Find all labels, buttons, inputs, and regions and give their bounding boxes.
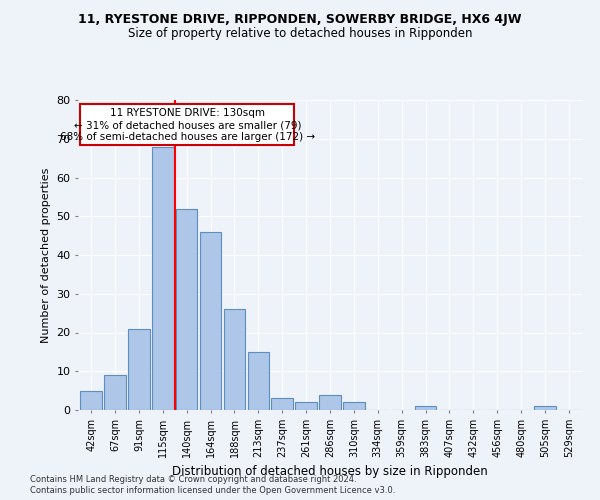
Bar <box>295 402 317 410</box>
Bar <box>248 352 269 410</box>
Text: ← 31% of detached houses are smaller (79): ← 31% of detached houses are smaller (79… <box>74 120 301 130</box>
Y-axis label: Number of detached properties: Number of detached properties <box>41 168 50 342</box>
Bar <box>128 328 149 410</box>
Bar <box>152 146 173 410</box>
Bar <box>176 208 197 410</box>
FancyBboxPatch shape <box>80 104 294 144</box>
Text: 11 RYESTONE DRIVE: 130sqm: 11 RYESTONE DRIVE: 130sqm <box>110 108 265 118</box>
Bar <box>343 402 365 410</box>
Text: Contains public sector information licensed under the Open Government Licence v3: Contains public sector information licen… <box>30 486 395 495</box>
Bar <box>224 309 245 410</box>
Bar <box>534 406 556 410</box>
Text: 11, RYESTONE DRIVE, RIPPONDEN, SOWERBY BRIDGE, HX6 4JW: 11, RYESTONE DRIVE, RIPPONDEN, SOWERBY B… <box>78 12 522 26</box>
Text: Contains HM Land Registry data © Crown copyright and database right 2024.: Contains HM Land Registry data © Crown c… <box>30 475 356 484</box>
Bar <box>271 398 293 410</box>
Text: Size of property relative to detached houses in Ripponden: Size of property relative to detached ho… <box>128 28 472 40</box>
Bar <box>200 232 221 410</box>
Bar <box>415 406 436 410</box>
Bar <box>104 375 126 410</box>
Text: 68% of semi-detached houses are larger (172) →: 68% of semi-detached houses are larger (… <box>60 132 315 142</box>
Bar <box>80 390 102 410</box>
Bar <box>319 394 341 410</box>
X-axis label: Distribution of detached houses by size in Ripponden: Distribution of detached houses by size … <box>172 466 488 478</box>
